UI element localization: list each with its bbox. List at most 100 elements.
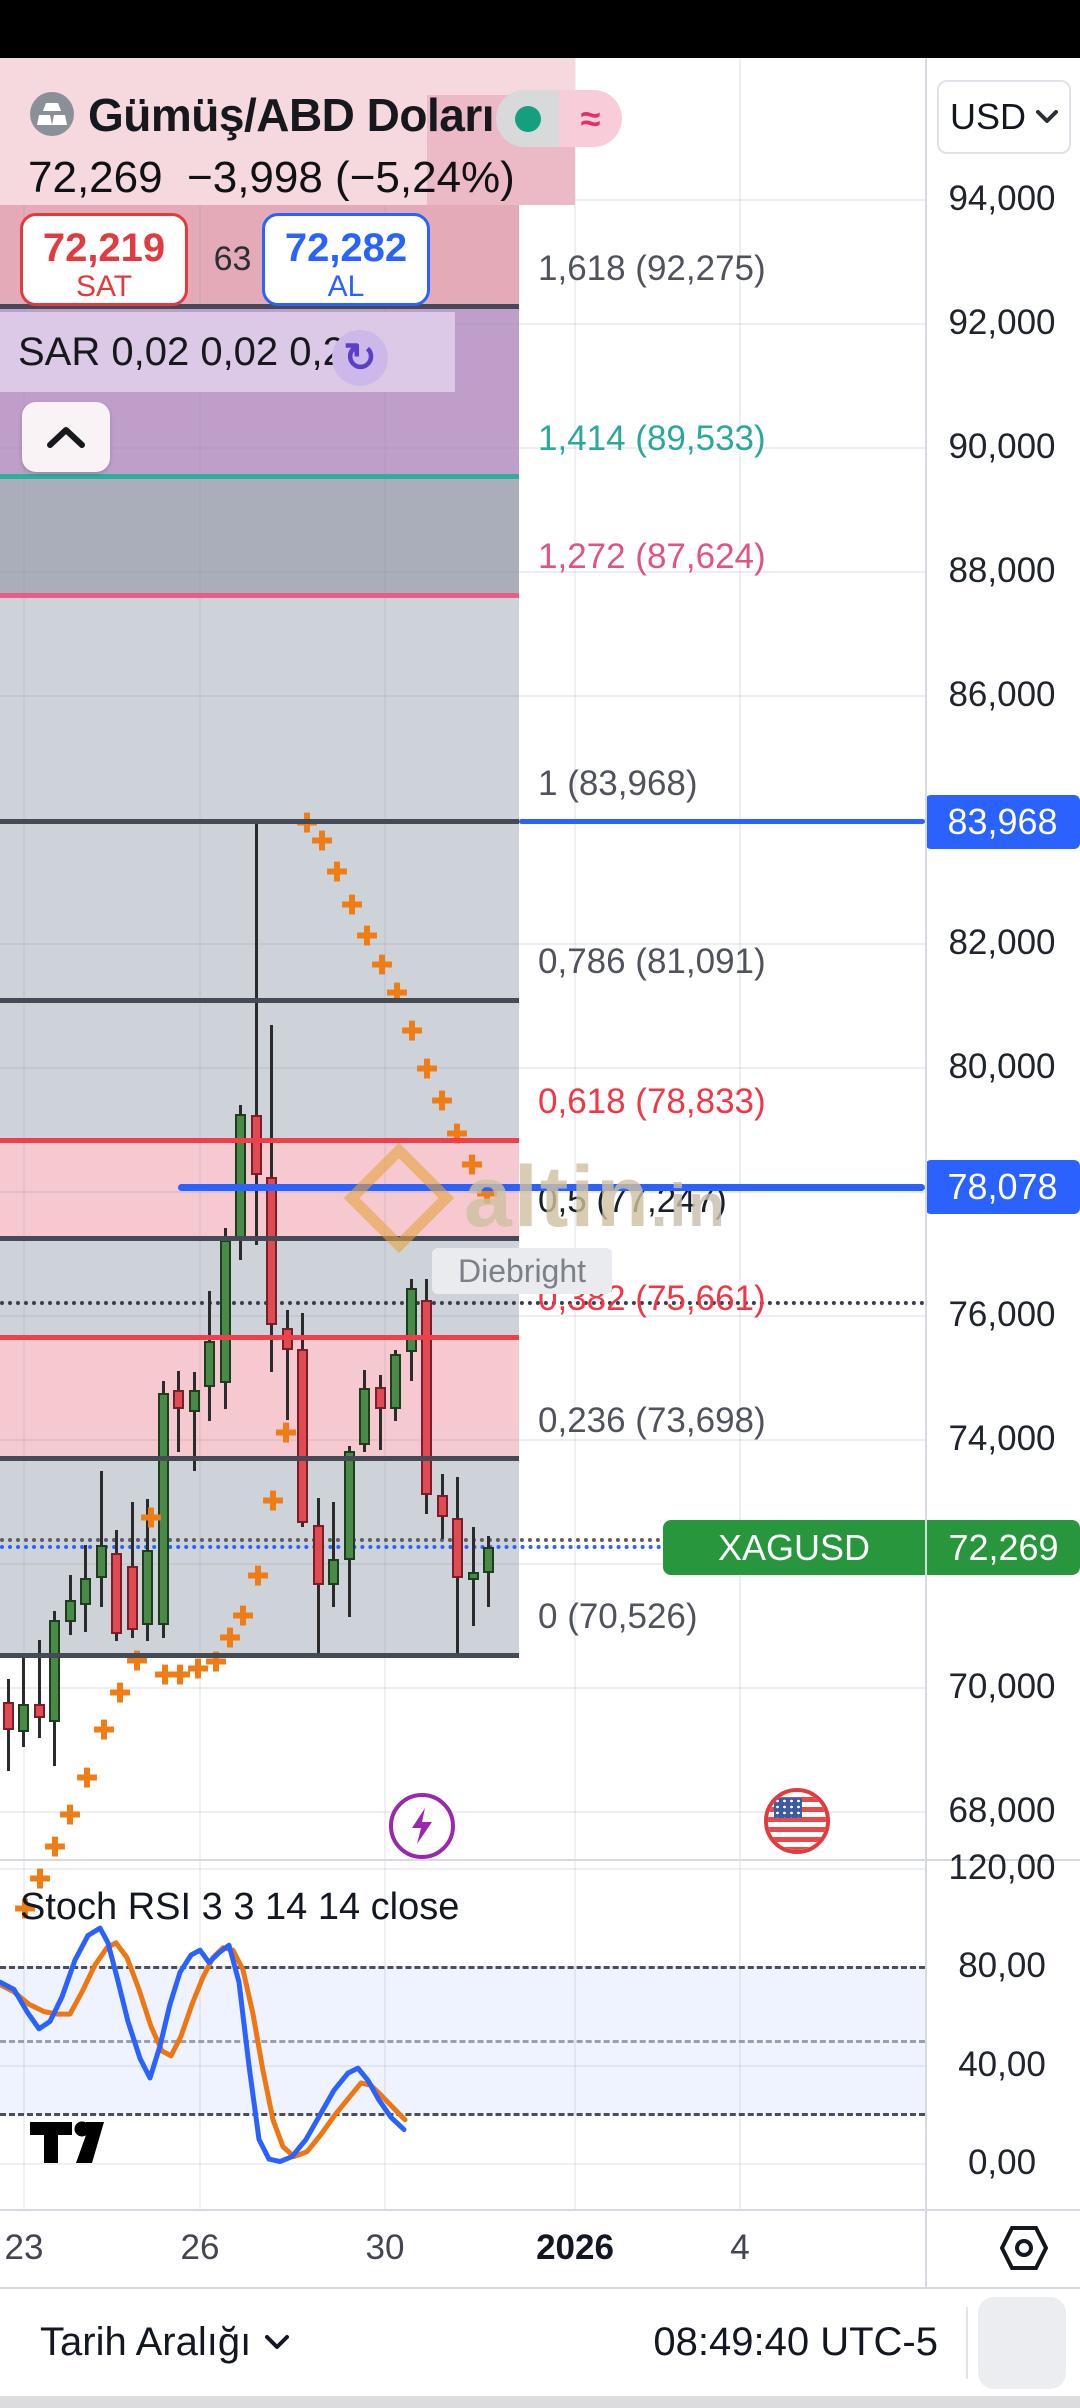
watermark-user-badge: Diebright: [432, 1248, 612, 1294]
psar-dot: ✚: [219, 1623, 241, 1653]
us-flag-icon[interactable]: [764, 1788, 830, 1854]
fullscreen-toggle-button[interactable]: [978, 2297, 1066, 2389]
buy-button[interactable]: 72,282 AL: [262, 213, 430, 306]
grid-line-vertical: [199, 58, 201, 2209]
candle: [421, 1299, 432, 1496]
fib-level-line: [0, 1137, 519, 1143]
dotted-price-line: [0, 1300, 925, 1305]
time-axis-label[interactable]: 26: [180, 2228, 220, 2267]
psar-dot: ✚: [341, 889, 363, 920]
psar-dot: ✚: [76, 1763, 98, 1793]
currency-dropdown[interactable]: USD: [937, 80, 1071, 154]
candle: [343, 1451, 355, 1561]
fib-level-line: [0, 1236, 519, 1242]
wave-icon: ≈: [559, 90, 622, 147]
fib-level-label: 0,786 (81,091): [538, 942, 766, 982]
time-axis-label[interactable]: 23: [4, 2228, 44, 2267]
footer-divider: [966, 2307, 968, 2379]
stoch-band-line: [0, 1965, 925, 1969]
candle-wick: [22, 1653, 25, 1747]
symbol-price-tag[interactable]: XAGUSD 72,269: [663, 1520, 1080, 1576]
last-price: 72,269: [28, 153, 163, 202]
price-axis-label: 74,000: [948, 1419, 1056, 1458]
psar-dot: ✚: [371, 949, 393, 980]
fib-level-line: [0, 592, 519, 598]
fib-band: [0, 1337, 519, 1459]
candle: [33, 1704, 45, 1718]
collapse-header-button[interactable]: [22, 402, 110, 472]
sar-label: SAR 0,02 0,02 0,2: [18, 329, 345, 374]
candle: [452, 1517, 463, 1579]
candle: [359, 1387, 370, 1445]
date-range-button[interactable]: Tarih Aralığı: [40, 2320, 290, 2365]
price-axis-label: 94,000: [948, 179, 1056, 218]
chart-settings-icon[interactable]: [998, 2224, 1050, 2277]
sell-label: SAT: [75, 270, 133, 303]
candle-wick: [37, 1640, 41, 1738]
candle: [467, 1572, 479, 1581]
market-status-pill[interactable]: ≈: [496, 90, 622, 147]
psar-dot: ✚: [154, 1660, 176, 1691]
price-axis-label: 86,000: [948, 675, 1056, 714]
grid-line-horizontal: [0, 2163, 925, 2165]
buy-price: 72,282: [284, 226, 408, 270]
clock-display[interactable]: 08:49:40 UTC-5: [653, 2320, 938, 2364]
stoch-band-line: [0, 2039, 925, 2043]
candle: [483, 1547, 494, 1574]
grid-line-vertical: [574, 58, 576, 2209]
stoch-axis-label: 80,00: [958, 1946, 1046, 1986]
candle: [95, 1544, 107, 1579]
psar-dot: ✚: [187, 1654, 209, 1684]
candle-wick: [177, 1370, 180, 1453]
refresh-icon[interactable]: ↻: [332, 330, 388, 386]
symbol-title[interactable]: Gümüş/ABD Doları: [88, 89, 495, 141]
grid-line-horizontal: [0, 323, 925, 325]
psar-dot: ✚: [232, 1601, 254, 1631]
time-axis-label[interactable]: 4: [730, 2228, 750, 2267]
collapse-corners-icon: [998, 2314, 1046, 2372]
fib-level-line: [0, 1652, 519, 1658]
fib-level-line: [0, 997, 519, 1003]
watermark-suffix: .in: [650, 1172, 727, 1239]
last-price-row: 72,269 −3,998 (−5,24%): [28, 153, 515, 203]
fib-level-line: [0, 1334, 519, 1340]
stoch-band-line: [0, 2113, 925, 2117]
sell-button[interactable]: 72,219 SAT: [20, 213, 188, 306]
grid-line-horizontal: [0, 1315, 925, 1317]
candle: [142, 1549, 153, 1625]
panel-separator: [0, 1859, 1080, 1861]
lightning-icon[interactable]: [389, 1793, 455, 1859]
fib-level-label: 0,618 (78,833): [538, 1082, 766, 1122]
candle-wick: [378, 1374, 382, 1450]
panel-separator: [0, 2209, 1080, 2211]
price-axis-label: 68,000: [948, 1791, 1056, 1830]
time-axis-label[interactable]: 2026: [536, 2228, 614, 2267]
candle: [173, 1390, 184, 1409]
candle: [188, 1390, 200, 1413]
grid-line-horizontal: [0, 1191, 925, 1193]
grid-line-horizontal: [0, 1811, 925, 1813]
grid-line-horizontal: [0, 943, 925, 945]
price-change: −3,998 (−5,24%): [187, 153, 515, 202]
stoch-axis-label: 0,00: [967, 2143, 1037, 2182]
psar-dot: ✚: [93, 1715, 115, 1746]
price-axis-border: [925, 58, 927, 2287]
tradingview-logo[interactable]: [30, 2118, 120, 2169]
psar-dot: ✚: [461, 1149, 483, 1180]
time-axis-label[interactable]: 30: [365, 2228, 405, 2267]
psar-dot: ✚: [29, 1864, 51, 1894]
grid-line-vertical: [739, 58, 741, 2209]
fib-level-line: [0, 1456, 519, 1462]
stoch-rsi-title[interactable]: Stoch RSI 3 3 14 14 close: [20, 1886, 460, 1928]
grid-line-horizontal: [0, 1868, 925, 1871]
candle: [250, 1115, 262, 1176]
fib-level-label: 1,618 (92,275): [538, 248, 766, 288]
psar-dot: ✚: [416, 1054, 438, 1085]
currency-selected: USD: [949, 96, 1026, 137]
date-range-label: Tarih Aralığı: [40, 2320, 252, 2364]
price-axis-label: 90,000: [948, 427, 1056, 466]
psar-dot: ✚: [169, 1660, 191, 1691]
alert-line: [519, 819, 925, 825]
watermark: altin.in: [343, 1142, 727, 1253]
dotted-price-line: [0, 1545, 878, 1550]
